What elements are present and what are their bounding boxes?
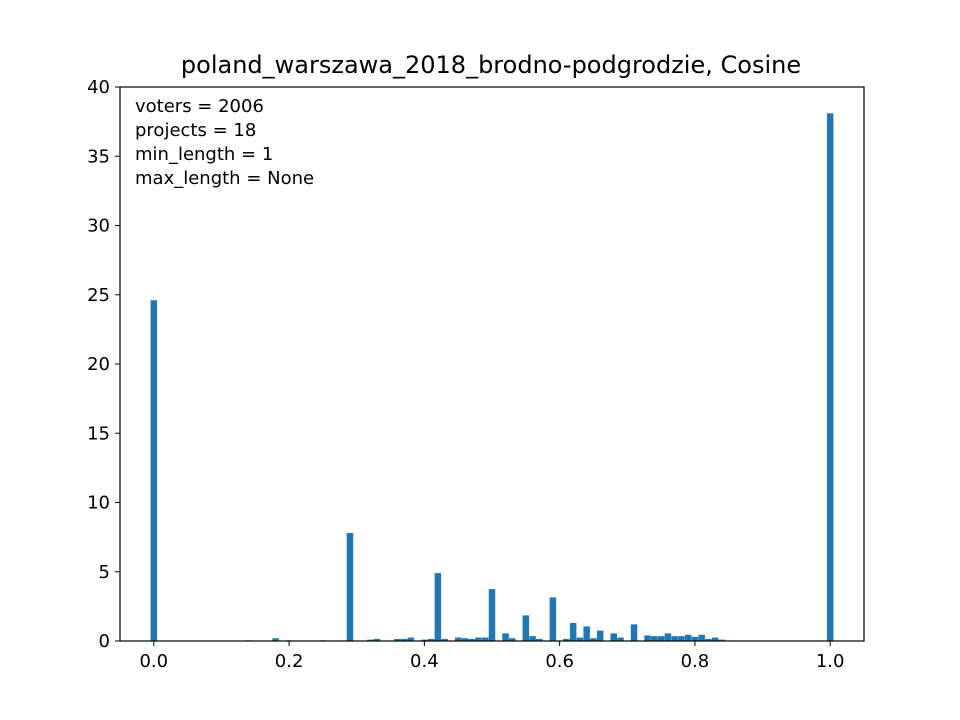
x-tick-label: 0.6: [545, 651, 574, 672]
histogram-bar: [590, 638, 597, 641]
histogram-bar: [454, 637, 462, 641]
histogram-bar: [826, 113, 834, 641]
histogram-bar: [698, 634, 705, 641]
y-tick-label: 20: [87, 354, 110, 375]
histogram-bar: [664, 633, 672, 641]
bars-group: [150, 113, 834, 641]
histogram-bar: [711, 637, 719, 641]
stats-annotation: max_length = None: [135, 168, 314, 189]
y-tick-label: 5: [99, 562, 110, 583]
histogram-bar: [617, 637, 624, 641]
histogram-bar: [346, 532, 354, 641]
histogram-bar: [509, 638, 516, 641]
histogram-bar: [468, 638, 475, 641]
y-tick-label: 35: [87, 146, 110, 167]
y-tick-label: 0: [99, 631, 110, 652]
histogram-bar: [150, 300, 158, 641]
x-tick-label: 0.0: [139, 651, 168, 672]
y-tick-label: 15: [87, 423, 110, 444]
annotations-group: voters = 2006 projects = 18 min_length = 1…: [135, 96, 314, 189]
histogram-bar: [596, 630, 604, 641]
histogram-bar: [475, 637, 482, 641]
histogram-bar: [522, 615, 530, 641]
x-tick-label: 1.0: [816, 651, 845, 672]
stats-annotation: projects = 18: [135, 120, 256, 141]
histogram-bar: [684, 634, 692, 641]
y-tick-label: 10: [87, 493, 110, 514]
histogram-bar: [657, 636, 665, 641]
stats-annotation: voters = 2006: [135, 96, 264, 117]
histogram-bar: [407, 637, 415, 641]
histogram-bar: [691, 636, 699, 641]
histogram-bar: [576, 637, 584, 641]
histogram-bar: [705, 638, 712, 641]
plot-frame: [119, 86, 865, 642]
y-tick-label: 25: [87, 285, 110, 306]
histogram-bar: [610, 633, 617, 641]
histogram-bar: [461, 638, 469, 641]
stats-annotation: min_length = 1: [135, 144, 273, 165]
x-tick-label: 0.8: [681, 651, 710, 672]
histogram-bar: [502, 633, 509, 641]
histogram-bar: [569, 623, 577, 641]
histogram-bar: [651, 636, 658, 641]
histogram-bar: [394, 638, 401, 641]
chart-title: poland_warszawa_2018_brodno-podgrodzie, …: [181, 51, 801, 79]
histogram-bar: [644, 635, 651, 641]
histogram-bar: [367, 639, 374, 641]
histogram-bar: [549, 597, 557, 641]
histogram-bar: [718, 639, 726, 641]
y-tick-label: 40: [87, 77, 110, 98]
x-axis: 0.0 0.2 0.4 0.6 0.8 1.0: [139, 641, 845, 672]
x-tick-label: 0.4: [410, 651, 439, 672]
histogram-bar: [529, 636, 536, 641]
histogram-bar: [481, 637, 489, 641]
x-tick-label: 0.2: [275, 651, 304, 672]
histogram-bar: [583, 626, 590, 641]
histogram-bar: [434, 573, 442, 641]
y-tick-label: 30: [87, 216, 110, 237]
histogram-bar: [536, 638, 543, 641]
histogram-bar: [671, 636, 678, 641]
histogram-bar: [488, 589, 496, 641]
histogram-bar: [630, 624, 638, 641]
y-axis: 0 5 10 15 20 25 30 35 40: [87, 77, 120, 652]
histogram-bar: [441, 638, 448, 641]
histogram-bar: [678, 636, 685, 641]
histogram-bar: [427, 638, 435, 641]
histogram-bar: [563, 638, 570, 641]
histogram-bar: [400, 638, 408, 641]
histogram-bar: [421, 639, 428, 641]
histogram-bar: [373, 638, 381, 641]
histogram-bar: [272, 638, 279, 641]
